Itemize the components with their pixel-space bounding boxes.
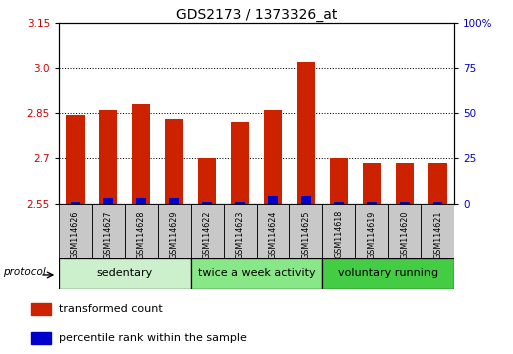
Text: GSM114625: GSM114625: [301, 210, 310, 259]
Bar: [66, 115, 85, 204]
Bar: [432, 202, 443, 204]
Text: GSM114620: GSM114620: [400, 210, 409, 258]
Bar: [132, 104, 150, 204]
Bar: [355, 204, 388, 258]
Bar: [264, 110, 282, 204]
Bar: [100, 110, 117, 204]
Bar: [165, 119, 183, 204]
Text: GSM114621: GSM114621: [433, 210, 442, 258]
Bar: [198, 158, 216, 204]
Bar: [202, 202, 212, 204]
Bar: [301, 196, 311, 204]
Title: GDS2173 / 1373326_at: GDS2173 / 1373326_at: [176, 8, 337, 22]
Bar: [330, 158, 348, 204]
Bar: [268, 196, 278, 204]
Bar: [231, 122, 249, 204]
Text: voluntary running: voluntary running: [338, 268, 438, 279]
Bar: [297, 62, 315, 204]
Bar: [388, 204, 421, 258]
Text: GSM114619: GSM114619: [367, 210, 376, 258]
Bar: [31, 332, 51, 344]
Text: percentile rank within the sample: percentile rank within the sample: [59, 333, 247, 343]
Bar: [322, 204, 355, 258]
Bar: [169, 198, 179, 204]
Text: GSM114624: GSM114624: [268, 210, 278, 258]
Text: GSM114627: GSM114627: [104, 210, 113, 259]
Text: protocol: protocol: [3, 267, 46, 277]
Text: GSM114623: GSM114623: [235, 210, 245, 258]
Text: GSM114628: GSM114628: [137, 210, 146, 258]
Bar: [104, 198, 113, 204]
Text: GSM114626: GSM114626: [71, 210, 80, 258]
Text: GSM114622: GSM114622: [203, 210, 212, 259]
Bar: [158, 204, 191, 258]
Bar: [428, 163, 447, 204]
Text: twice a week activity: twice a week activity: [198, 268, 315, 279]
Bar: [421, 204, 454, 258]
Bar: [136, 198, 146, 204]
Bar: [191, 204, 224, 258]
Text: GSM114629: GSM114629: [170, 210, 179, 259]
Bar: [59, 258, 191, 289]
Bar: [92, 204, 125, 258]
Bar: [289, 204, 322, 258]
Text: GSM114618: GSM114618: [334, 210, 343, 258]
Bar: [235, 202, 245, 204]
Bar: [31, 303, 51, 315]
Text: transformed count: transformed count: [59, 304, 163, 314]
Bar: [256, 204, 289, 258]
Bar: [191, 258, 322, 289]
Text: sedentary: sedentary: [97, 268, 153, 279]
Bar: [396, 163, 413, 204]
Bar: [334, 202, 344, 204]
Bar: [367, 202, 377, 204]
Bar: [400, 202, 409, 204]
Bar: [59, 204, 92, 258]
Bar: [70, 202, 81, 204]
Bar: [224, 204, 256, 258]
Bar: [322, 258, 454, 289]
Bar: [363, 163, 381, 204]
Bar: [125, 204, 158, 258]
